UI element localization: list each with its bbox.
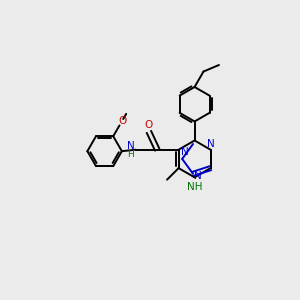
Text: NH: NH (187, 182, 202, 192)
Text: O: O (145, 120, 153, 130)
Text: N: N (127, 141, 134, 151)
Text: H: H (127, 150, 134, 159)
Text: N: N (194, 171, 202, 181)
Text: N: N (207, 140, 215, 149)
Text: N: N (181, 147, 189, 158)
Text: O: O (118, 116, 126, 126)
